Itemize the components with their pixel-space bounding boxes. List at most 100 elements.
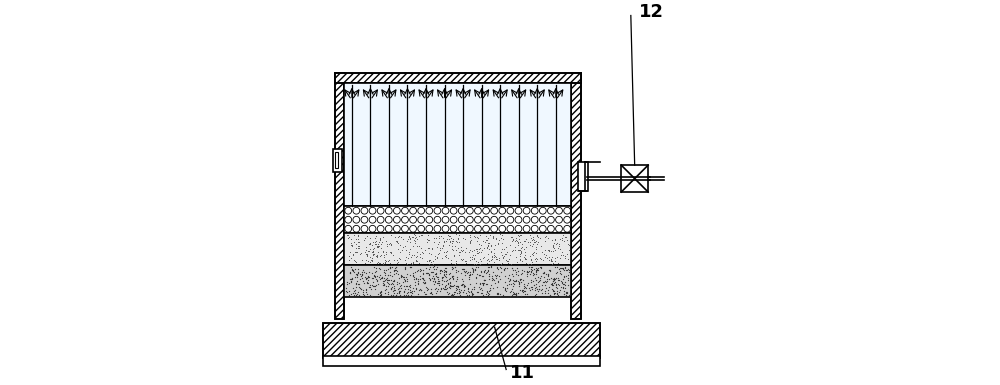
Point [359,252,375,258]
Point [443,292,459,298]
Point [417,246,433,253]
Point [403,264,419,270]
Point [425,258,441,264]
Point [448,238,464,244]
Point [461,249,477,255]
Point [505,237,521,243]
Point [560,272,576,278]
Point [462,281,478,288]
Point [402,272,418,278]
Point [378,267,394,273]
Point [351,284,367,290]
Point [514,258,530,264]
Point [369,278,385,284]
Point [469,238,485,244]
Point [464,265,480,271]
Point [524,284,540,290]
Point [512,287,528,293]
Point [465,252,481,258]
Point [345,252,361,258]
Point [440,281,456,287]
Point [441,284,457,290]
Point [497,265,513,271]
Point [493,265,509,271]
Point [437,253,453,259]
Point [387,287,403,293]
Point [376,269,392,275]
Point [356,237,372,243]
Point [491,255,507,261]
Point [547,247,563,253]
Point [342,270,358,276]
Point [459,270,475,276]
Point [415,270,431,276]
Point [511,233,527,239]
Point [386,268,402,275]
Point [360,258,376,264]
Point [369,273,385,279]
Point [511,280,527,286]
Point [505,280,521,286]
Point [481,291,497,297]
Point [465,291,481,297]
Point [483,243,499,249]
Point [484,273,500,280]
Point [393,293,409,299]
Point [554,237,570,243]
Point [435,242,451,248]
Point [344,266,360,272]
Point [359,291,375,297]
Point [414,249,430,256]
Point [342,270,358,276]
Point [504,292,520,298]
Point [386,267,402,273]
Point [357,234,373,241]
Point [408,275,424,281]
Point [407,240,423,246]
Point [508,271,524,277]
Point [496,253,512,259]
Point [549,270,565,276]
Point [368,276,384,282]
Point [446,291,462,297]
Point [533,273,549,280]
Point [465,268,481,274]
Point [457,283,473,289]
Point [479,281,495,287]
Point [426,276,442,282]
Point [437,283,453,290]
Point [422,290,438,296]
Point [543,258,559,264]
Point [384,273,400,279]
Point [505,283,521,289]
Point [510,239,526,245]
Point [491,237,507,243]
Point [473,241,489,248]
Point [360,273,376,280]
Point [383,231,399,238]
Point [555,232,571,238]
Point [349,249,365,256]
Point [545,276,561,282]
Point [479,269,495,275]
Point [445,291,461,298]
Point [443,257,459,263]
Point [410,276,426,283]
Point [369,252,385,258]
Point [365,248,381,254]
Point [557,264,573,271]
Point [348,285,364,291]
Point [485,269,501,275]
Point [529,286,545,292]
Point [346,232,362,238]
Point [457,236,473,242]
Point [410,267,426,273]
Point [484,254,500,260]
Point [534,290,550,296]
Point [339,289,355,295]
Point [508,254,524,260]
Point [454,281,470,287]
Point [446,253,462,259]
Point [372,276,388,282]
Point [431,281,447,288]
